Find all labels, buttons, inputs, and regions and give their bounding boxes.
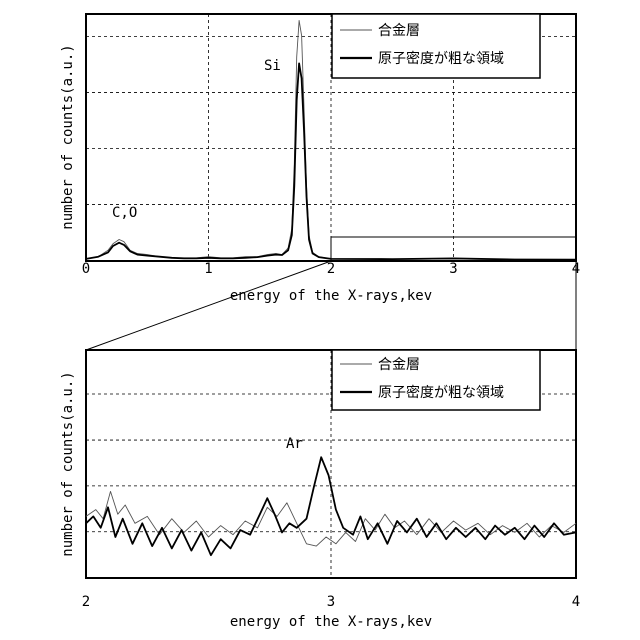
bottom-x-tick-labels: 2 3 4 <box>82 594 580 610</box>
bottom-legend-label-alloy: 合金層 <box>378 357 420 373</box>
top-x-tick-label: 0 <box>82 261 90 277</box>
top-x-tick-label: 1 <box>204 261 212 277</box>
top-x-tick-label: 2 <box>327 261 335 277</box>
top-legend-box <box>332 14 540 78</box>
top-x-tick-label: 3 <box>449 261 457 277</box>
bot-x-tick-label: 3 <box>327 594 335 610</box>
bottom-legend-box <box>332 350 540 410</box>
bottom-xlabel: energy of the X-rays,kev <box>230 614 432 630</box>
top-legend-label-sparse: 原子密度が粗な領域 <box>378 50 504 67</box>
bottom-annotation-ar: Ar <box>286 436 303 452</box>
top-xlabel: energy of the X-rays,kev <box>230 288 432 304</box>
bot-x-tick-label: 4 <box>572 594 580 610</box>
top-ylabel: number of counts(a.u.) <box>60 44 76 229</box>
bot-x-tick-label: 2 <box>82 594 90 610</box>
bottom-ylabel: number of counts(a.u.) <box>60 371 76 556</box>
top-annotation-si: Si <box>264 58 281 74</box>
bottom-legend-label-sparse: 原子密度が粗な領域 <box>378 384 504 401</box>
top-annotation-co: C,O <box>112 205 137 221</box>
top-panel: 01234 C,O Si energy of the X-rays,kev nu… <box>60 14 580 304</box>
bottom-legend: 合金層 原子密度が粗な領域 <box>332 350 540 410</box>
top-legend-label-alloy: 合金層 <box>378 23 420 39</box>
bottom-panel: 2 3 4 Ar energy of the X-rays,kev number o… <box>60 350 580 630</box>
top-legend: 合金層 原子密度が粗な領域 <box>332 14 540 78</box>
top-x-tick-labels: 01234 <box>82 261 580 277</box>
